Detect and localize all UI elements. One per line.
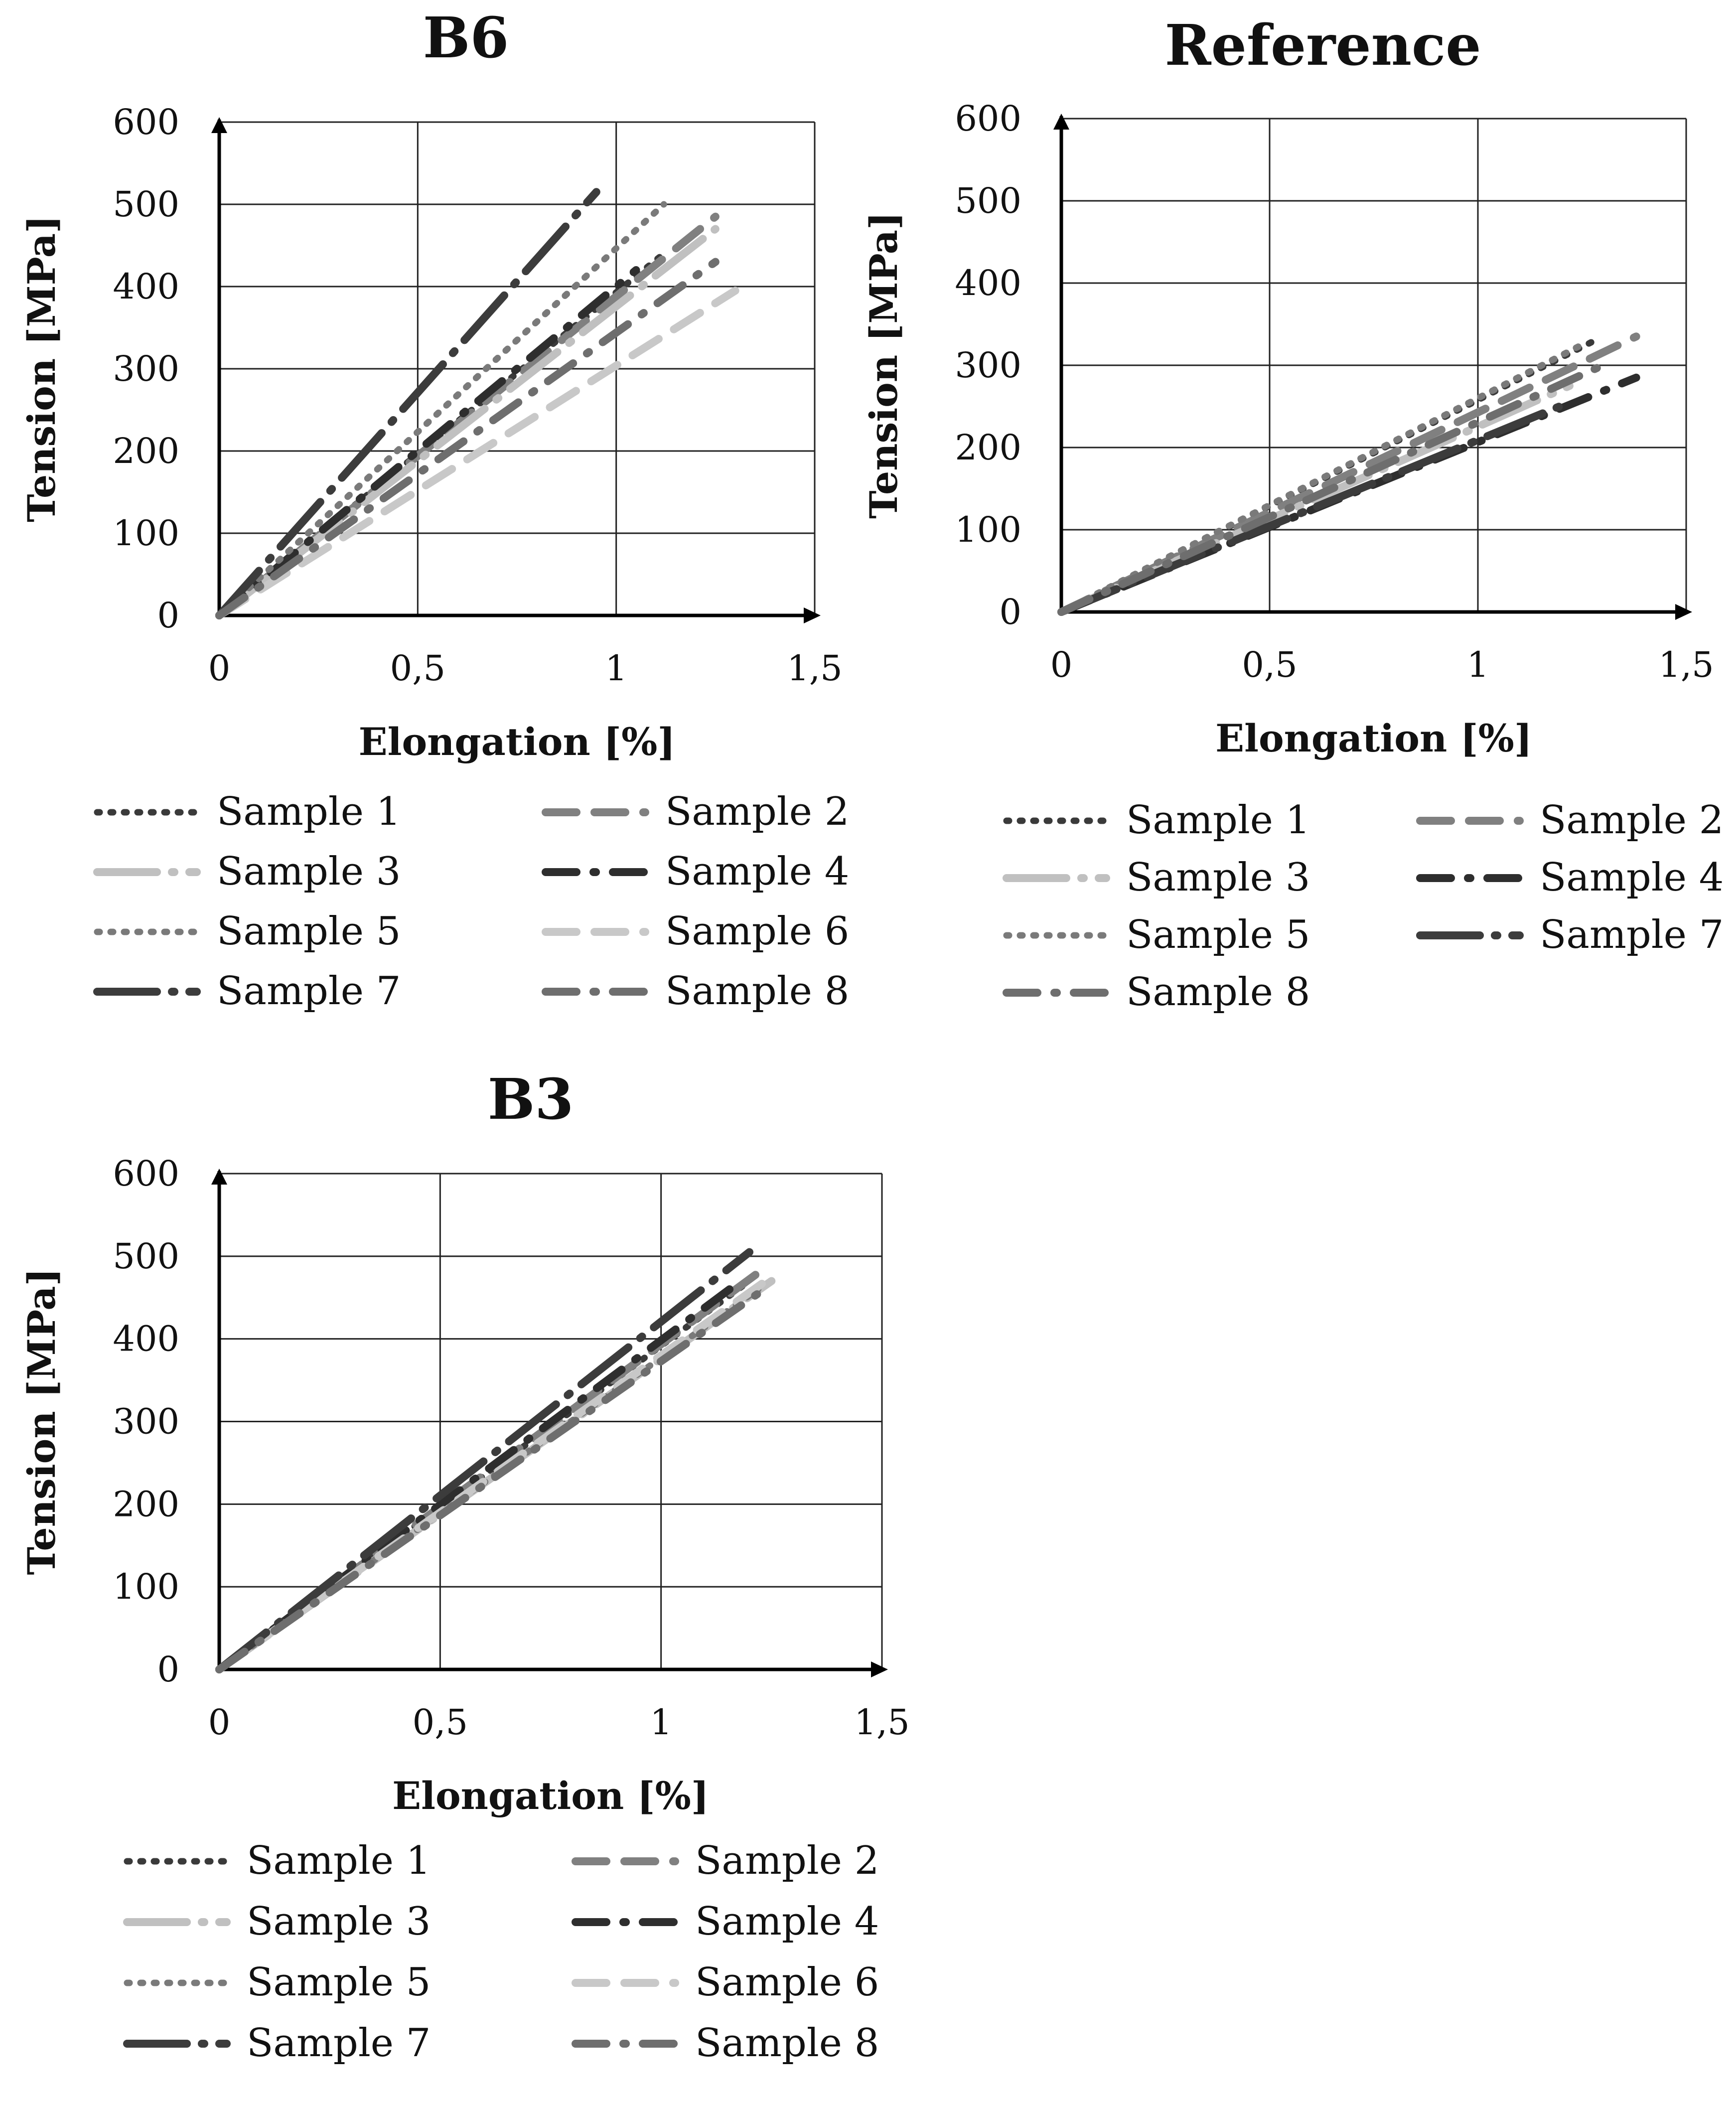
- chart-panel-2: Reference 0 100 200 300 400 500 600 0 0,5 1 1,5 Elon…: [862, 13, 1724, 1015]
- y-axis-label: Tension [MPa]: [862, 212, 906, 519]
- x-axis-arrow: [804, 607, 821, 623]
- y-tick-label: 100: [113, 1566, 179, 1607]
- series-line-8: [215, 258, 720, 619]
- y-tick-label: 0: [157, 595, 179, 636]
- series-line-7: [1057, 361, 1607, 616]
- chart-title: B6: [423, 5, 509, 71]
- y-tick-label: 100: [113, 513, 179, 554]
- legend-label: Sample 4: [1540, 855, 1724, 900]
- y-axis-arrow: [1053, 114, 1069, 130]
- y-tick-label: 400: [113, 266, 179, 307]
- legend-label: Sample 2: [1540, 798, 1724, 843]
- legend-label: Sample 7: [217, 969, 401, 1014]
- y-tick-label: 200: [113, 1484, 179, 1524]
- x-axis-label: Elongation [%]: [359, 720, 676, 764]
- series-line-5: [1058, 341, 1586, 615]
- legend: Sample 1 Sample 2 Sample 3 Sample 4 Sample 5…: [123, 1838, 879, 2066]
- x-tick-label: 0,5: [1242, 644, 1297, 685]
- x-axis-label: Elongation [%]: [1215, 716, 1532, 760]
- legend-label: Sample 6: [695, 1960, 879, 2005]
- x-tick-label: 0: [208, 1702, 231, 1743]
- legend-label: Sample 5: [247, 1960, 431, 2005]
- y-tick-label: 300: [955, 345, 1021, 386]
- legend-label: Sample 3: [1126, 855, 1310, 900]
- y-tick-label: 500: [113, 184, 179, 225]
- y-tick-label: 600: [113, 1153, 179, 1194]
- x-tick-label: 1,5: [787, 648, 842, 689]
- series-group: [215, 188, 739, 619]
- x-axis-arrow: [871, 1661, 888, 1677]
- series-line-4: [215, 1277, 745, 1673]
- chart-title: B3: [488, 1067, 574, 1132]
- series-line-5: [216, 201, 667, 619]
- legend-label: Sample 1: [1126, 798, 1310, 843]
- chart-panel-3: B3 0 100 200 300 400 500 600 0 0,5 1 1,5 Elongation …: [19, 1067, 910, 2066]
- y-axis-label: Tension [MPa]: [19, 215, 64, 522]
- series-line-7: [215, 188, 600, 619]
- series-line-3: [215, 225, 720, 619]
- x-tick-label: 1,5: [854, 1702, 909, 1743]
- y-tick-label: 300: [113, 1401, 179, 1442]
- y-tick-label: 500: [113, 1236, 179, 1277]
- legend-label: Sample 7: [1540, 912, 1724, 957]
- x-tick-label: 1: [650, 1702, 672, 1743]
- legend-label: Sample 2: [665, 789, 849, 834]
- chart-panel-1: B6 0 100 200 300 400 500 600 0 0,5 1 1,5 Elongation …: [19, 5, 849, 1014]
- x-tick-label: 0: [1050, 644, 1073, 685]
- x-axis-arrow: [1675, 604, 1692, 620]
- x-axis-label: Elongation [%]: [392, 1774, 709, 1818]
- x-tick-label: 0,5: [413, 1702, 468, 1743]
- y-tick-label: 600: [113, 102, 179, 143]
- legend-label: Sample 8: [695, 2021, 879, 2066]
- legend-label: Sample 4: [665, 849, 849, 894]
- y-tick-label: 200: [113, 431, 179, 471]
- legend-label: Sample 4: [695, 1899, 879, 1944]
- legend-label: Sample 8: [1126, 970, 1310, 1015]
- y-tick-label: 500: [955, 180, 1021, 221]
- x-tick-label: 1: [1467, 644, 1489, 685]
- y-tick-label: 400: [113, 1319, 179, 1359]
- series-line-8: [215, 1289, 762, 1673]
- y-axis-label: Tension [MPa]: [19, 1268, 64, 1575]
- y-tick-label: 0: [157, 1649, 179, 1690]
- series-line-6: [215, 287, 739, 619]
- x-tick-label: 1: [605, 648, 627, 689]
- legend-label: Sample 5: [217, 909, 401, 954]
- y-tick-label: 300: [113, 348, 179, 389]
- legend: Sample 1 Sample 2 Sample 3 Sample 4 Sample 5…: [1003, 798, 1724, 1015]
- legend-label: Sample 8: [665, 969, 849, 1014]
- grid: [219, 121, 816, 615]
- legend-label: Sample 3: [247, 1899, 431, 1944]
- y-tick-label: 100: [955, 509, 1021, 550]
- legend-label: Sample 5: [1126, 912, 1310, 957]
- x-tick-label: 0,5: [390, 648, 445, 689]
- legend-label: Sample 7: [247, 2021, 431, 2066]
- x-tick-label: 1,5: [1658, 644, 1714, 685]
- legend-label: Sample 1: [217, 789, 401, 834]
- chart-title: Reference: [1165, 13, 1481, 78]
- y-tick-label: 0: [999, 592, 1021, 632]
- y-tick-label: 200: [955, 427, 1021, 468]
- y-tick-label: 400: [955, 263, 1021, 303]
- series-line-4: [215, 266, 640, 619]
- y-axis-arrow: [211, 117, 227, 133]
- y-axis-arrow: [211, 1169, 227, 1185]
- legend-label: Sample 2: [695, 1838, 879, 1883]
- grid: [1061, 118, 1687, 612]
- x-tick-label: 0: [208, 648, 231, 689]
- legend: Sample 1 Sample 2 Sample 3 Sample 4 Sample 5…: [93, 789, 849, 1014]
- legend-label: Sample 6: [665, 909, 849, 954]
- legend-label: Sample 3: [217, 849, 401, 894]
- y-tick-label: 600: [955, 98, 1021, 139]
- series-group: [1057, 332, 1640, 616]
- series-group: [215, 1248, 776, 1673]
- legend-label: Sample 1: [247, 1838, 431, 1883]
- series-line-7: [215, 1248, 753, 1673]
